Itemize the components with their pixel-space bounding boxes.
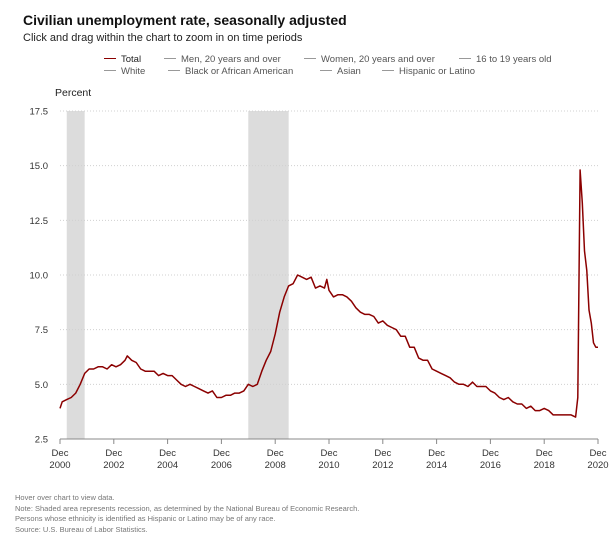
- footnotes: Hover over chart to view data. Note: Sha…: [15, 493, 359, 535]
- x-tick-label-month-2016: Dec: [482, 448, 499, 459]
- chart-subtitle: Click and drag within the chart to zoom …: [23, 32, 303, 44]
- legend-row-1: Total Men, 20 years and over Women, 20 y…: [104, 54, 604, 66]
- x-tick-label-month-2002: Dec: [105, 448, 122, 459]
- legend-label-hispanic: Hispanic or Latino: [399, 66, 476, 77]
- x-tick-label-month-2014: Dec: [428, 448, 445, 459]
- legend-swatch-teens: [459, 57, 471, 59]
- legend-item-women[interactable]: Women, 20 years and over: [304, 54, 435, 65]
- legend-label-teens: 16 to 19 years old: [476, 54, 552, 65]
- y-tick-label-7.5: 7.5: [35, 325, 48, 336]
- x-tick-label-year-2002: 2002: [103, 460, 124, 471]
- y-tick-label-12.5: 12.5: [30, 216, 49, 227]
- x-tick-label-month-2018: Dec: [536, 448, 553, 459]
- y-tick-label-15.0: 15.0: [30, 161, 49, 172]
- y-tick-label-17.5: 17.5: [30, 107, 49, 118]
- legend-swatch-men: [164, 57, 176, 59]
- x-tick-label-year-2020: 2020: [587, 460, 608, 471]
- x-tick-label-month-2006: Dec: [213, 448, 230, 459]
- y-tick-label-2.5: 2.5: [35, 435, 48, 446]
- legend-label-black: Black or African American: [185, 66, 294, 77]
- footnote-ethnicity: Persons whose ethnicity is identified as…: [15, 514, 276, 523]
- x-tick-label-year-2018: 2018: [534, 460, 555, 471]
- legend-swatch-white: [104, 69, 116, 71]
- x-tick-label-year-2016: 2016: [480, 460, 501, 471]
- x-tick-label-year-2006: 2006: [211, 460, 232, 471]
- legend-label-white: White: [121, 66, 146, 77]
- legend: Total Men, 20 years and over Women, 20 y…: [104, 54, 604, 78]
- x-tick-label-year-2012: 2012: [372, 460, 393, 471]
- chart-title: Civilian unemployment rate, seasonally a…: [23, 12, 347, 28]
- legend-item-total[interactable]: Total: [104, 54, 141, 65]
- legend-swatch-asian: [320, 69, 332, 71]
- legend-swatch-total: [104, 57, 116, 59]
- legend-item-hispanic[interactable]: Hispanic or Latino: [382, 66, 475, 77]
- legend-item-teens[interactable]: 16 to 19 years old: [459, 54, 552, 65]
- x-tick-label-year-2000: 2000: [49, 460, 70, 471]
- legend-swatch-hispanic: [382, 69, 394, 71]
- y-tick-label-10.0: 10.0: [30, 271, 49, 282]
- x-tick-label-month-2012: Dec: [374, 448, 391, 459]
- y-tick-label-5.0: 5.0: [35, 380, 48, 391]
- x-tick-label-year-2010: 2010: [318, 460, 339, 471]
- footnote-recession: Note: Shaded area represents recession, …: [15, 503, 360, 513]
- legend-item-men[interactable]: Men, 20 years and over: [164, 54, 281, 65]
- x-tick-label-month-2020: Dec: [590, 448, 607, 459]
- x-tick-label-month-2000: Dec: [52, 448, 69, 459]
- legend-row-2: White Black or African American Asian Hi…: [104, 66, 604, 78]
- y-axis-label: Percent: [55, 87, 92, 99]
- x-tick-label-year-2008: 2008: [265, 460, 286, 471]
- x-tick-label-month-2010: Dec: [321, 448, 338, 459]
- legend-item-asian[interactable]: Asian: [320, 66, 361, 77]
- legend-swatch-women: [304, 57, 316, 59]
- series-line-total: [59, 169, 598, 418]
- x-tick-label-month-2004: Dec: [159, 448, 176, 459]
- legend-label-total: Total: [121, 54, 142, 65]
- legend-item-white[interactable]: White: [104, 66, 145, 77]
- legend-label-asian: Asian: [337, 66, 361, 77]
- footnote-source: Source: U.S. Bureau of Labor Statistics.: [15, 524, 148, 534]
- legend-swatch-black: [168, 69, 180, 71]
- legend-label-men: Men, 20 years and over: [181, 54, 281, 65]
- x-tick-label-month-2008: Dec: [267, 448, 284, 459]
- x-tick-label-year-2004: 2004: [157, 460, 178, 471]
- x-tick-label-year-2014: 2014: [426, 460, 447, 471]
- footnote-hover: Hover over chart to view data.: [15, 493, 115, 502]
- legend-label-women: Women, 20 years and over: [321, 54, 435, 65]
- legend-item-black[interactable]: Black or African American: [168, 66, 293, 77]
